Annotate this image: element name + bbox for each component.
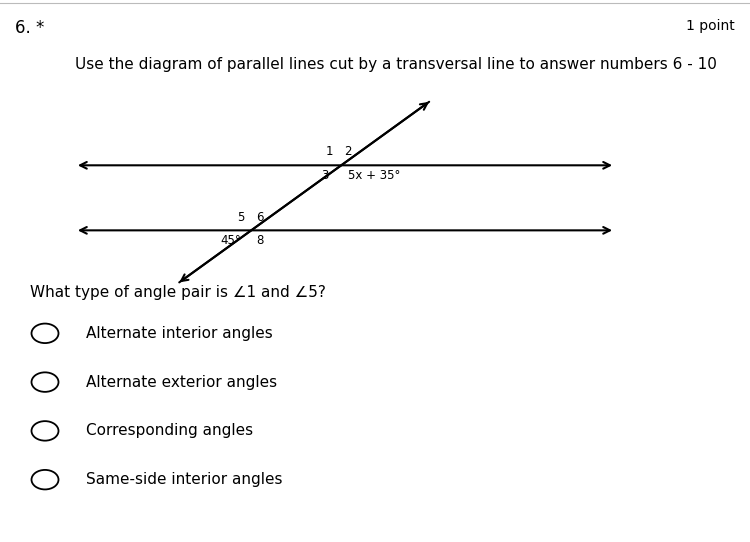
- Text: Alternate exterior angles: Alternate exterior angles: [86, 375, 278, 390]
- Text: What type of angle pair is ∠1 and ∠5?: What type of angle pair is ∠1 and ∠5?: [30, 285, 326, 300]
- Text: 6: 6: [256, 211, 264, 224]
- Text: 1 point: 1 point: [686, 19, 735, 33]
- Text: 3: 3: [321, 169, 328, 182]
- Text: Alternate interior angles: Alternate interior angles: [86, 326, 273, 341]
- Text: Use the diagram of parallel lines cut by a transversal line to answer numbers 6 : Use the diagram of parallel lines cut by…: [75, 57, 717, 72]
- Text: 45°: 45°: [220, 234, 242, 247]
- Text: 5x + 35°: 5x + 35°: [348, 169, 400, 182]
- Text: 1: 1: [326, 145, 333, 158]
- Text: 8: 8: [256, 234, 263, 247]
- Text: 6. *: 6. *: [15, 19, 44, 37]
- Text: Same-side interior angles: Same-side interior angles: [86, 472, 283, 487]
- Text: 2: 2: [344, 145, 352, 158]
- Text: Corresponding angles: Corresponding angles: [86, 423, 254, 438]
- Text: 5: 5: [237, 211, 244, 224]
